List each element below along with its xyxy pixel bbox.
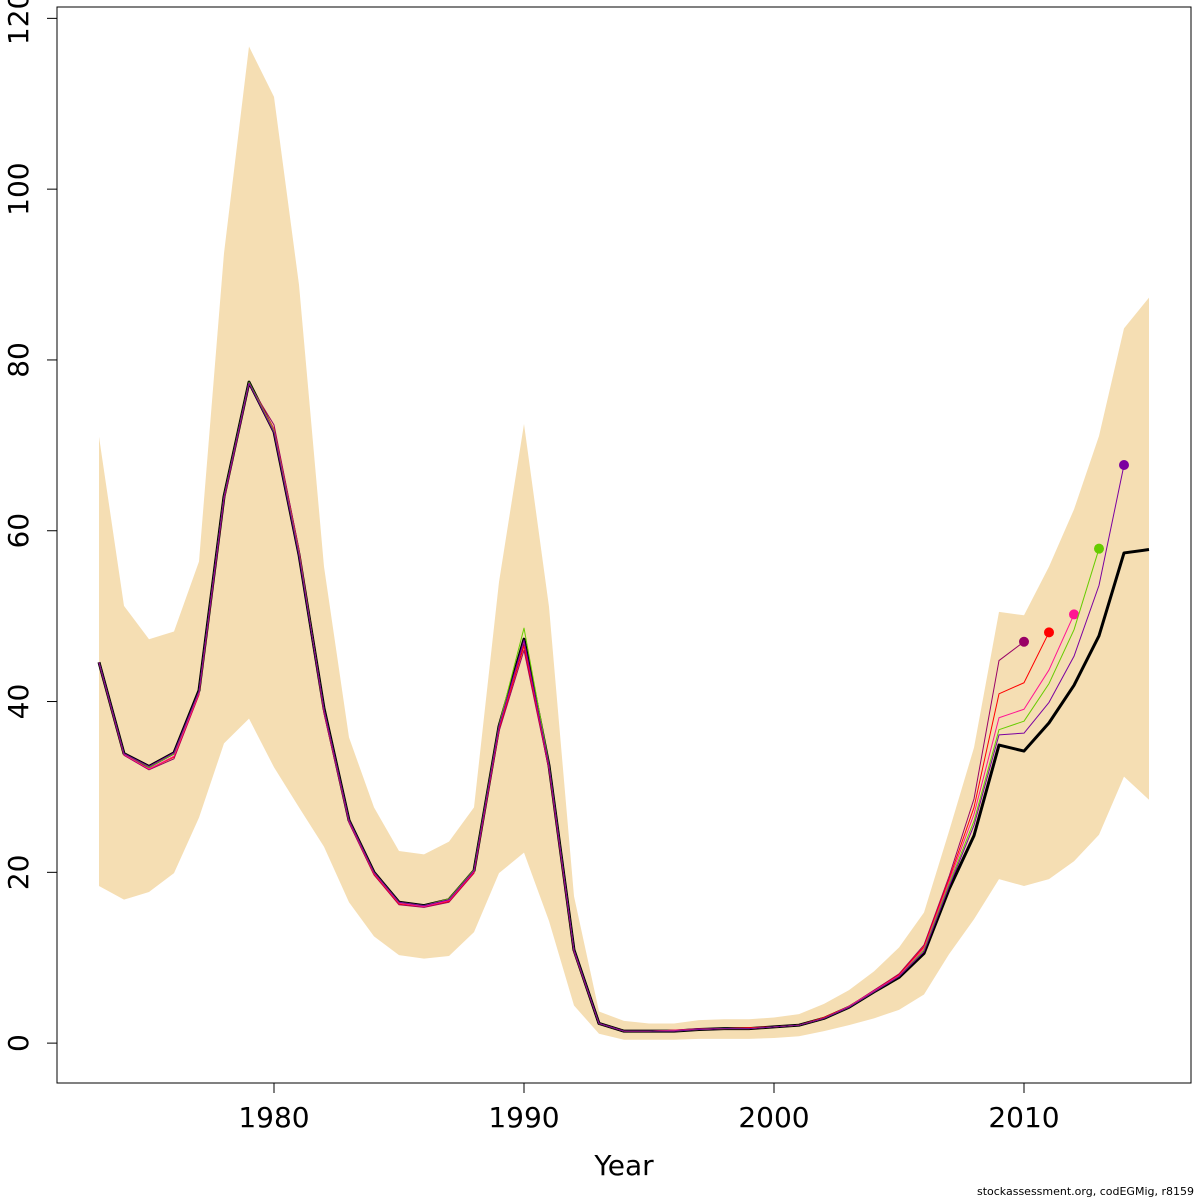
x-tick-label: 1990 [488, 1101, 559, 1134]
series-line [98, 382, 1125, 1032]
x-tick-label: 2010 [988, 1101, 1059, 1134]
confidence-band [99, 46, 1149, 1040]
y-tick-label: 80 [2, 342, 35, 378]
end-point [1069, 609, 1079, 620]
y-tick-label: 0 [2, 1034, 35, 1052]
x-axis-label: Year [593, 1149, 654, 1182]
x-tick-label: 1980 [238, 1101, 309, 1134]
y-tick-label: 20 [2, 855, 35, 891]
y-tick-label: 120 [2, 0, 35, 45]
x-tick-label: 2000 [738, 1101, 809, 1134]
end-point [1019, 636, 1029, 647]
end-point [1094, 543, 1104, 554]
end-point [1119, 459, 1129, 470]
footnote: stockassessment.org, codEGMig, r8159 [977, 1185, 1194, 1198]
y-tick-label: 60 [2, 513, 35, 549]
y-tick-label: 40 [2, 684, 35, 720]
y-tick-label: 100 [2, 162, 35, 215]
end-point [1044, 627, 1054, 638]
